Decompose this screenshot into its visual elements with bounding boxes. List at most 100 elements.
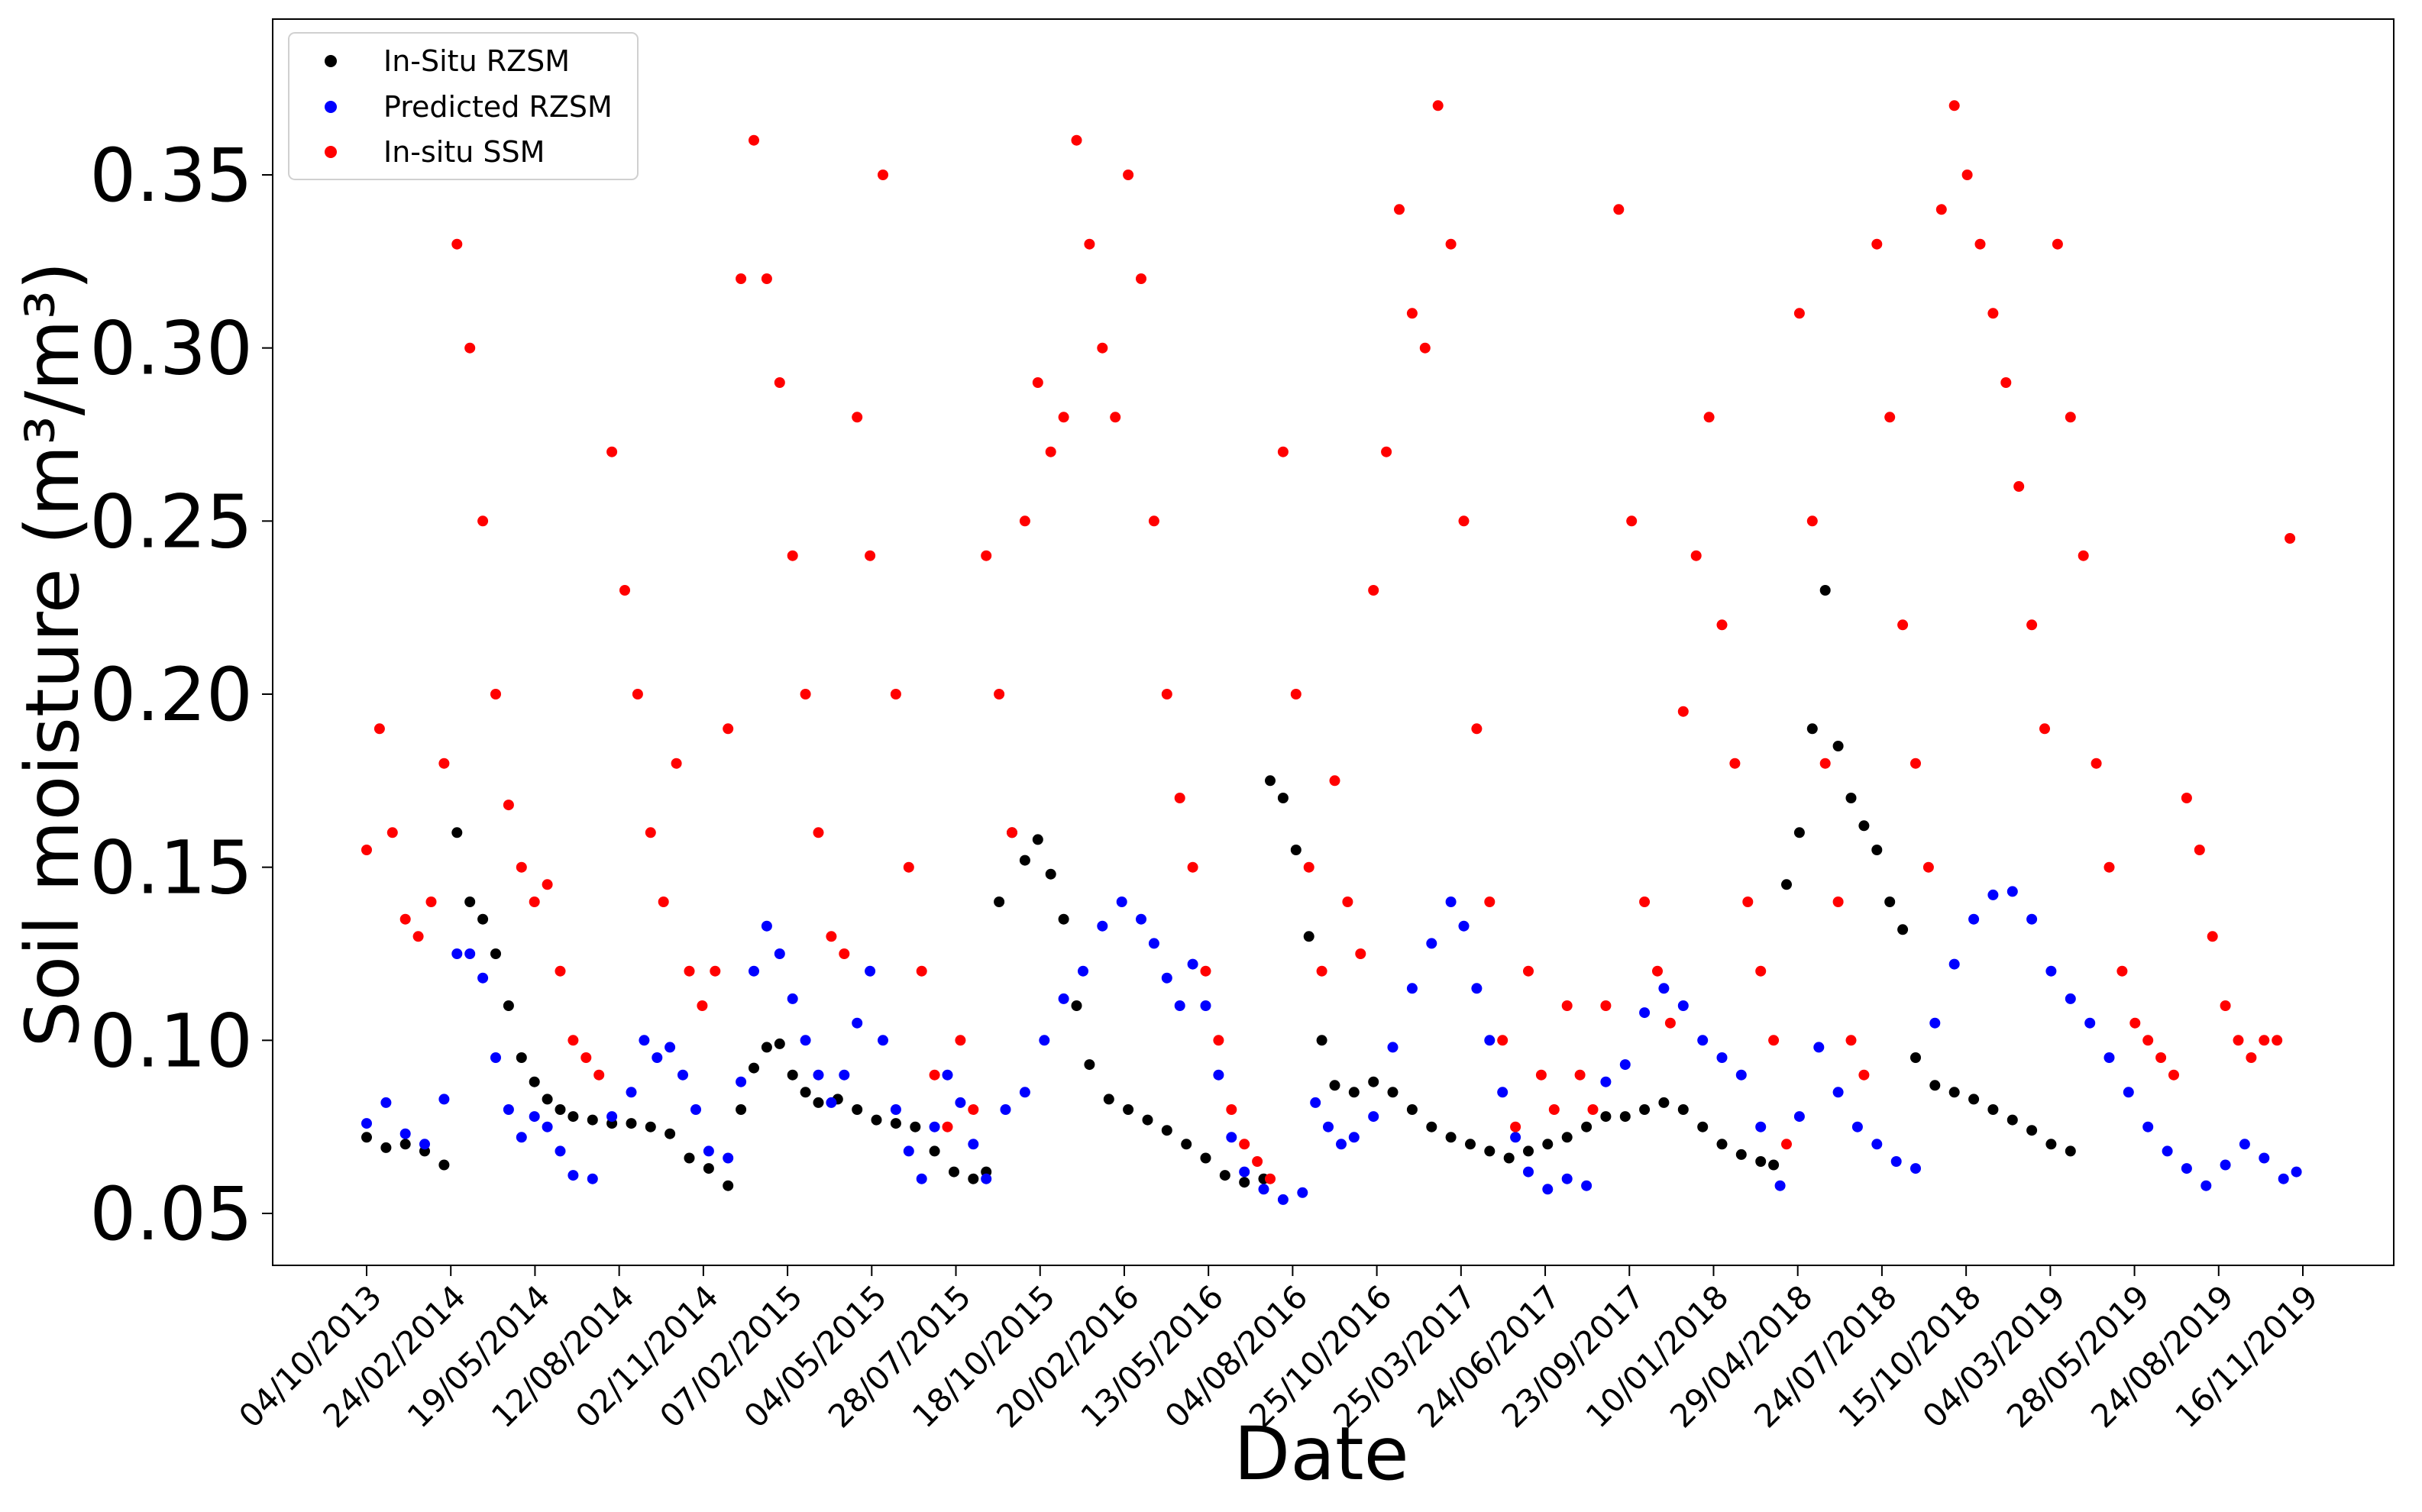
point-in-situ-rzsm — [910, 1121, 921, 1132]
point-predicted-rzsm — [568, 1170, 579, 1181]
point-in-situ-ssm — [981, 550, 992, 561]
point-in-situ-rzsm — [1716, 1139, 1728, 1150]
point-in-situ-ssm — [1471, 723, 1483, 735]
series-layer — [361, 100, 2302, 1205]
point-in-situ-ssm — [2285, 533, 2296, 544]
point-in-situ-rzsm — [1677, 1104, 1689, 1115]
point-in-situ-rzsm — [1329, 1080, 1340, 1091]
point-predicted-rzsm — [703, 1145, 714, 1157]
point-predicted-rzsm — [1406, 983, 1418, 994]
point-in-situ-ssm — [1265, 1173, 1276, 1184]
point-in-situ-rzsm — [464, 897, 476, 907]
point-predicted-rzsm — [2220, 1159, 2231, 1171]
point-in-situ-rzsm — [2065, 1145, 2076, 1157]
point-predicted-rzsm — [2142, 1121, 2154, 1132]
point-predicted-rzsm — [800, 1035, 811, 1046]
point-predicted-rzsm — [1735, 1069, 1747, 1081]
point-in-situ-rzsm — [665, 1128, 676, 1139]
point-in-situ-ssm — [1458, 515, 1470, 527]
point-predicted-rzsm — [2123, 1087, 2134, 1098]
point-in-situ-ssm — [1600, 1000, 1612, 1011]
point-in-situ-ssm — [1897, 619, 1909, 631]
point-in-situ-ssm — [1290, 689, 1302, 699]
point-in-situ-ssm — [438, 758, 450, 769]
point-in-situ-rzsm — [723, 1180, 734, 1191]
point-in-situ-rzsm — [1465, 1139, 1476, 1150]
point-in-situ-rzsm — [1071, 1000, 1082, 1011]
point-predicted-rzsm — [1258, 1184, 1269, 1195]
point-predicted-rzsm — [1277, 1194, 1289, 1205]
point-in-situ-ssm — [1097, 342, 1108, 354]
point-in-situ-rzsm — [1806, 723, 1818, 735]
point-predicted-rzsm — [606, 1111, 618, 1123]
point-predicted-rzsm — [1793, 1111, 1805, 1123]
point-in-situ-rzsm — [361, 1132, 372, 1143]
series-in-situ-ssm — [361, 100, 2296, 1184]
point-predicted-rzsm — [1310, 1097, 1321, 1108]
point-in-situ-rzsm — [490, 948, 501, 959]
point-in-situ-rzsm — [1658, 1097, 1670, 1108]
point-in-situ-ssm — [1793, 308, 1805, 319]
point-in-situ-ssm — [593, 1069, 605, 1081]
point-predicted-rzsm — [1348, 1132, 1360, 1143]
point-in-situ-ssm — [929, 1069, 940, 1081]
point-in-situ-rzsm — [1161, 1125, 1172, 1136]
point-in-situ-ssm — [1213, 1035, 1224, 1046]
y-axis-label: Soil moisture (m³/m³) — [10, 261, 95, 1047]
point-in-situ-ssm — [1277, 446, 1289, 457]
point-predicted-rzsm — [1426, 938, 1437, 949]
point-predicted-rzsm — [890, 1104, 901, 1115]
point-in-situ-ssm — [2233, 1035, 2244, 1046]
point-predicted-rzsm — [361, 1118, 372, 1129]
point-predicted-rzsm — [942, 1069, 953, 1081]
point-in-situ-rzsm — [1368, 1076, 1379, 1087]
point-in-situ-ssm — [1987, 308, 1999, 319]
point-in-situ-rzsm — [1600, 1111, 1612, 1123]
point-in-situ-ssm — [555, 965, 566, 977]
point-in-situ-ssm — [2246, 1052, 2257, 1063]
legend-label-in-situ-rzsm: In-Situ RZSM — [383, 44, 570, 78]
point-predicted-rzsm — [1213, 1069, 1224, 1081]
point-predicted-rzsm — [787, 993, 798, 1004]
point-in-situ-rzsm — [2026, 1125, 2038, 1136]
point-in-situ-rzsm — [871, 1114, 882, 1126]
point-predicted-rzsm — [652, 1052, 663, 1063]
point-in-situ-rzsm — [1523, 1145, 1534, 1157]
point-predicted-rzsm — [542, 1121, 553, 1132]
point-predicted-rzsm — [1336, 1139, 1347, 1150]
point-in-situ-rzsm — [1058, 913, 1069, 925]
point-in-situ-rzsm — [1929, 1080, 1941, 1091]
point-in-situ-ssm — [1819, 758, 1831, 769]
point-in-situ-rzsm — [1845, 793, 1857, 803]
point-in-situ-rzsm — [1045, 868, 1056, 880]
point-in-situ-ssm — [1729, 758, 1741, 769]
point-in-situ-ssm — [2013, 481, 2025, 492]
legend: In-Situ RZSM Predicted RZSM In-situ SSM — [288, 32, 639, 180]
point-in-situ-rzsm — [1793, 827, 1805, 838]
point-in-situ-ssm — [2155, 1052, 2167, 1063]
point-in-situ-ssm — [1510, 1121, 1521, 1132]
point-in-situ-ssm — [1084, 238, 1095, 250]
legend-marker-predicted-rzsm — [325, 101, 337, 113]
point-in-situ-rzsm — [1781, 879, 1792, 890]
point-predicted-rzsm — [2065, 993, 2076, 1004]
y-axis: 0.05 0.10 0.15 0.20 0.25 0.30 0.35 — [89, 133, 273, 1257]
point-in-situ-ssm — [1523, 965, 1534, 977]
point-predicted-rzsm — [419, 1139, 430, 1150]
point-in-situ-ssm — [1961, 170, 1973, 180]
point-in-situ-ssm — [2220, 1000, 2231, 1011]
point-in-situ-ssm — [1394, 204, 1405, 215]
point-predicted-rzsm — [1019, 1087, 1030, 1098]
point-in-situ-rzsm — [516, 1052, 527, 1063]
point-in-situ-rzsm — [703, 1163, 714, 1174]
point-in-situ-ssm — [1806, 515, 1818, 527]
point-in-situ-ssm — [2039, 723, 2050, 735]
point-predicted-rzsm — [2026, 913, 2038, 925]
point-in-situ-ssm — [1858, 1069, 1870, 1081]
point-in-situ-ssm — [516, 861, 527, 873]
x-axis: 04/10/201324/02/201419/05/201412/08/2014… — [231, 1265, 2325, 1435]
point-in-situ-ssm — [1768, 1035, 1780, 1046]
point-in-situ-ssm — [1677, 706, 1689, 717]
point-predicted-rzsm — [529, 1111, 540, 1123]
